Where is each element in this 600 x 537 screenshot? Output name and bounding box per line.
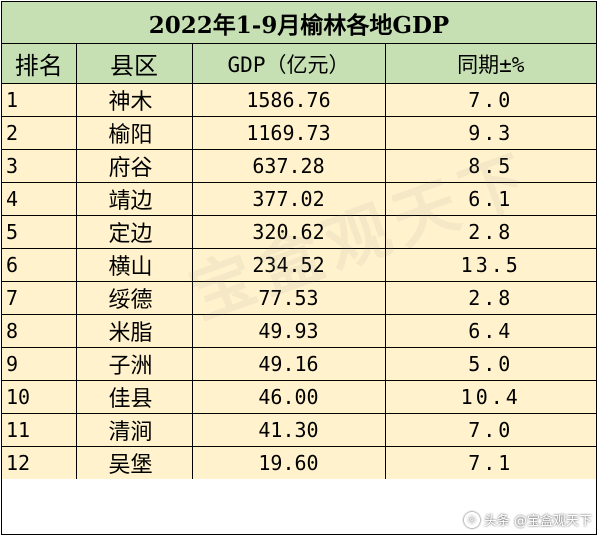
table-row: 4 靖边 377.02 6.1 — [2, 182, 596, 216]
rank-cell: 6 — [2, 248, 77, 282]
table-row: 6 横山 234.52 13.5 — [2, 248, 596, 282]
gdp-cell: 49.16 — [191, 347, 386, 381]
county-cell: 子洲 — [75, 347, 193, 381]
header-row: 排名 县区 GDP（亿元） 同期±% — [2, 44, 596, 84]
rank-cell: 2 — [2, 116, 77, 150]
footer-text: 头条 @宝盒观天下 — [483, 514, 592, 529]
rank-cell: 8 — [2, 314, 77, 348]
gdp-cell: 49.93 — [191, 314, 386, 348]
gdp-cell: 377.02 — [191, 182, 386, 216]
yoy-cell: 5.0 — [384, 347, 596, 381]
rank-cell: 1 — [2, 83, 77, 117]
gdp-table: 排名 县区 GDP（亿元） 同期±% 1 神木 1586.76 7.0 2 榆阳 1169.… — [2, 44, 596, 479]
yoy-cell: 7.0 — [384, 83, 596, 117]
header-yoy: 同期±% — [384, 44, 596, 84]
rank-cell: 10 — [2, 380, 77, 414]
gdp-cell: 320.62 — [191, 215, 386, 249]
county-cell: 神木 — [75, 83, 193, 117]
county-cell: 靖边 — [75, 182, 193, 216]
yoy-cell: 2.8 — [384, 281, 596, 315]
yoy-cell: 8.5 — [384, 149, 596, 183]
rank-cell: 7 — [2, 281, 77, 315]
rank-cell: 3 — [2, 149, 77, 183]
gdp-cell: 234.52 — [191, 248, 386, 282]
header-gdp: GDP（亿元） — [191, 44, 386, 84]
footer-watermark: ◎ 头条 @宝盒观天下 — [463, 510, 592, 529]
rank-cell: 5 — [2, 215, 77, 249]
header-rank: 排名 — [2, 44, 77, 84]
gdp-cell: 1586.76 — [191, 83, 386, 117]
county-cell: 绥德 — [75, 281, 193, 315]
yoy-cell: 13.5 — [384, 248, 596, 282]
gdp-cell: 1169.73 — [191, 116, 386, 150]
toutiao-logo-icon: ◎ — [463, 511, 480, 528]
table-row: 7 绥德 77.53 2.8 — [2, 281, 596, 315]
table-row: 10 佳县 46.00 10.4 — [2, 380, 596, 414]
header-county: 县区 — [75, 44, 193, 84]
county-cell: 横山 — [75, 248, 193, 282]
table-row: 8 米脂 49.93 6.4 — [2, 314, 596, 348]
table-title: 2022年1-9月榆林各地GDP — [2, 2, 596, 44]
gdp-cell: 46.00 — [191, 380, 386, 414]
table-row: 1 神木 1586.76 7.0 — [2, 83, 596, 117]
county-cell: 佳县 — [75, 380, 193, 414]
table-row: 5 定边 320.62 2.8 — [2, 215, 596, 249]
county-cell: 吴堡 — [75, 446, 193, 479]
table-row: 11 清涧 41.30 7.0 — [2, 413, 596, 447]
county-cell: 米脂 — [75, 314, 193, 348]
rank-cell: 9 — [2, 347, 77, 381]
table-row: 12 吴堡 19.60 7.1 — [2, 446, 596, 479]
rank-cell: 4 — [2, 182, 77, 216]
table-body: 1 神木 1586.76 7.0 2 榆阳 1169.73 9.3 3 府谷 637.28 8.5 4 靖… — [2, 83, 596, 479]
gdp-cell: 41.30 — [191, 413, 386, 447]
county-cell: 清涧 — [75, 413, 193, 447]
rank-cell: 11 — [2, 413, 77, 447]
yoy-cell: 7.0 — [384, 413, 596, 447]
yoy-cell: 6.4 — [384, 314, 596, 348]
gdp-cell: 19.60 — [191, 446, 386, 479]
yoy-cell: 6.1 — [384, 182, 596, 216]
yoy-cell: 2.8 — [384, 215, 596, 249]
county-cell: 府谷 — [75, 149, 193, 183]
yoy-cell: 7.1 — [384, 446, 596, 479]
rank-cell: 12 — [2, 446, 77, 479]
gdp-cell: 77.53 — [191, 281, 386, 315]
county-cell: 定边 — [75, 215, 193, 249]
table-row: 3 府谷 637.28 8.5 — [2, 149, 596, 183]
yoy-cell: 9.3 — [384, 116, 596, 150]
yoy-cell: 10.4 — [384, 380, 596, 414]
table-row: 9 子洲 49.16 5.0 — [2, 347, 596, 381]
county-cell: 榆阳 — [75, 116, 193, 150]
table-row: 2 榆阳 1169.73 9.3 — [2, 116, 596, 150]
gdp-cell: 637.28 — [191, 149, 386, 183]
